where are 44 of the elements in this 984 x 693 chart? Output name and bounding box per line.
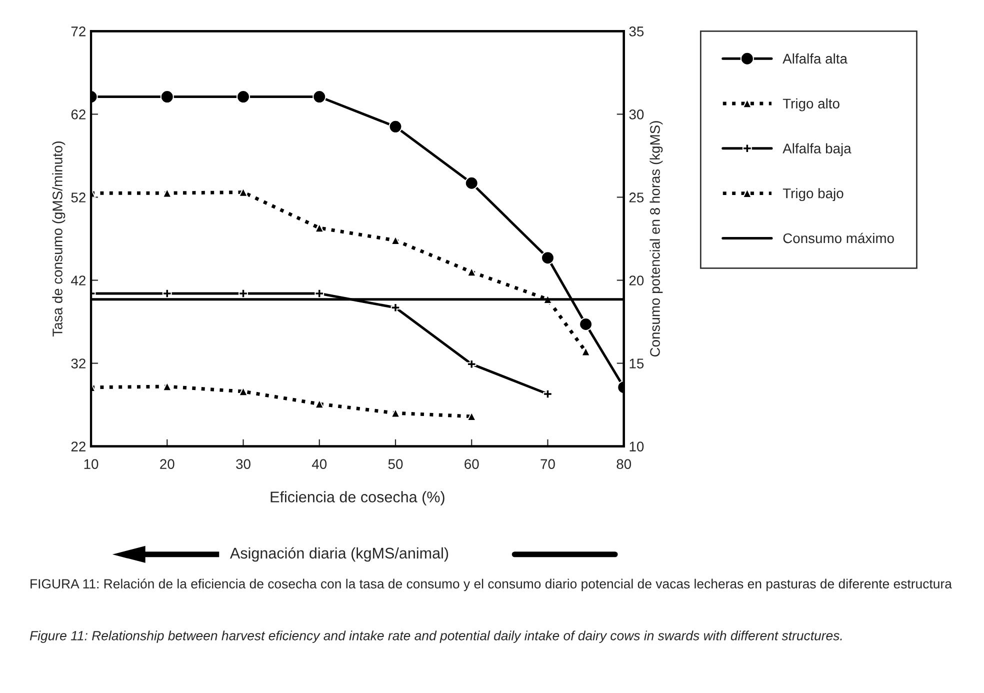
x-tick-label: 30 bbox=[236, 459, 250, 469]
point bbox=[238, 288, 248, 298]
y-tick-label: 32 bbox=[71, 358, 86, 368]
legend-label: Trigo alto bbox=[782, 98, 840, 112]
y-axis-title: Tasa de consumo (gMS/minuto) bbox=[52, 142, 66, 336]
legend-label: Alfalfa alta bbox=[782, 53, 848, 64]
x-tick-label: 20 bbox=[160, 459, 174, 469]
text: Asignación diaria (kgMS/animal) bbox=[230, 547, 448, 562]
legend-label: Consumo máximo bbox=[783, 232, 894, 244]
x-tick-label: 40 bbox=[312, 459, 327, 469]
point bbox=[579, 317, 593, 332]
x-tick-label: 80 bbox=[616, 459, 632, 469]
point bbox=[162, 288, 172, 298]
x-axis-title: Eficiencia de cosecha (%) bbox=[270, 491, 444, 506]
x-tick-label: 50 bbox=[388, 459, 403, 469]
x-tick-label: 10 bbox=[84, 459, 98, 469]
x-tick-label: 70 bbox=[540, 459, 555, 469]
text: FIGURA 11: Relación de la eficiencia de cosecha con la tasa de consumo y el consumo diario potencial de vacas lecheras en pasturas de diferente estructura bbox=[30, 578, 952, 592]
y-tick-label: 42 bbox=[71, 276, 86, 286]
y2-tick-label: 15 bbox=[630, 358, 644, 368]
legend-label: Trigo bajo bbox=[782, 188, 844, 202]
caption: Figure 11: Relationship between harvest eficiency and intake rate and potential daily intake of dairy cows in swards with different structures. bbox=[30, 630, 842, 643]
y2-tick-label: 35 bbox=[629, 26, 644, 36]
y2-axis-title: Consumo potencial en 8 horas (kgMS) bbox=[650, 121, 663, 357]
point bbox=[466, 359, 476, 369]
point bbox=[540, 251, 555, 265]
y2-tick-label: 10 bbox=[630, 442, 644, 452]
point bbox=[314, 288, 324, 298]
legend-label: Alfalfa baja bbox=[782, 143, 852, 156]
y-tick-label: 72 bbox=[71, 26, 86, 36]
point bbox=[236, 90, 250, 104]
y2-tick-label: 30 bbox=[629, 110, 644, 120]
y-tick-label: 22 bbox=[71, 442, 86, 452]
y2-tick-label: 20 bbox=[629, 276, 644, 286]
point bbox=[543, 389, 552, 399]
y-tick-label: 62 bbox=[71, 110, 86, 120]
point bbox=[390, 302, 400, 312]
point bbox=[160, 90, 174, 104]
point bbox=[312, 90, 326, 104]
point bbox=[464, 176, 478, 190]
y-tick-label: 52 bbox=[71, 192, 86, 202]
y2-tick-label: 25 bbox=[629, 192, 644, 202]
x-tick-label: 60 bbox=[464, 459, 479, 469]
point bbox=[388, 120, 402, 134]
